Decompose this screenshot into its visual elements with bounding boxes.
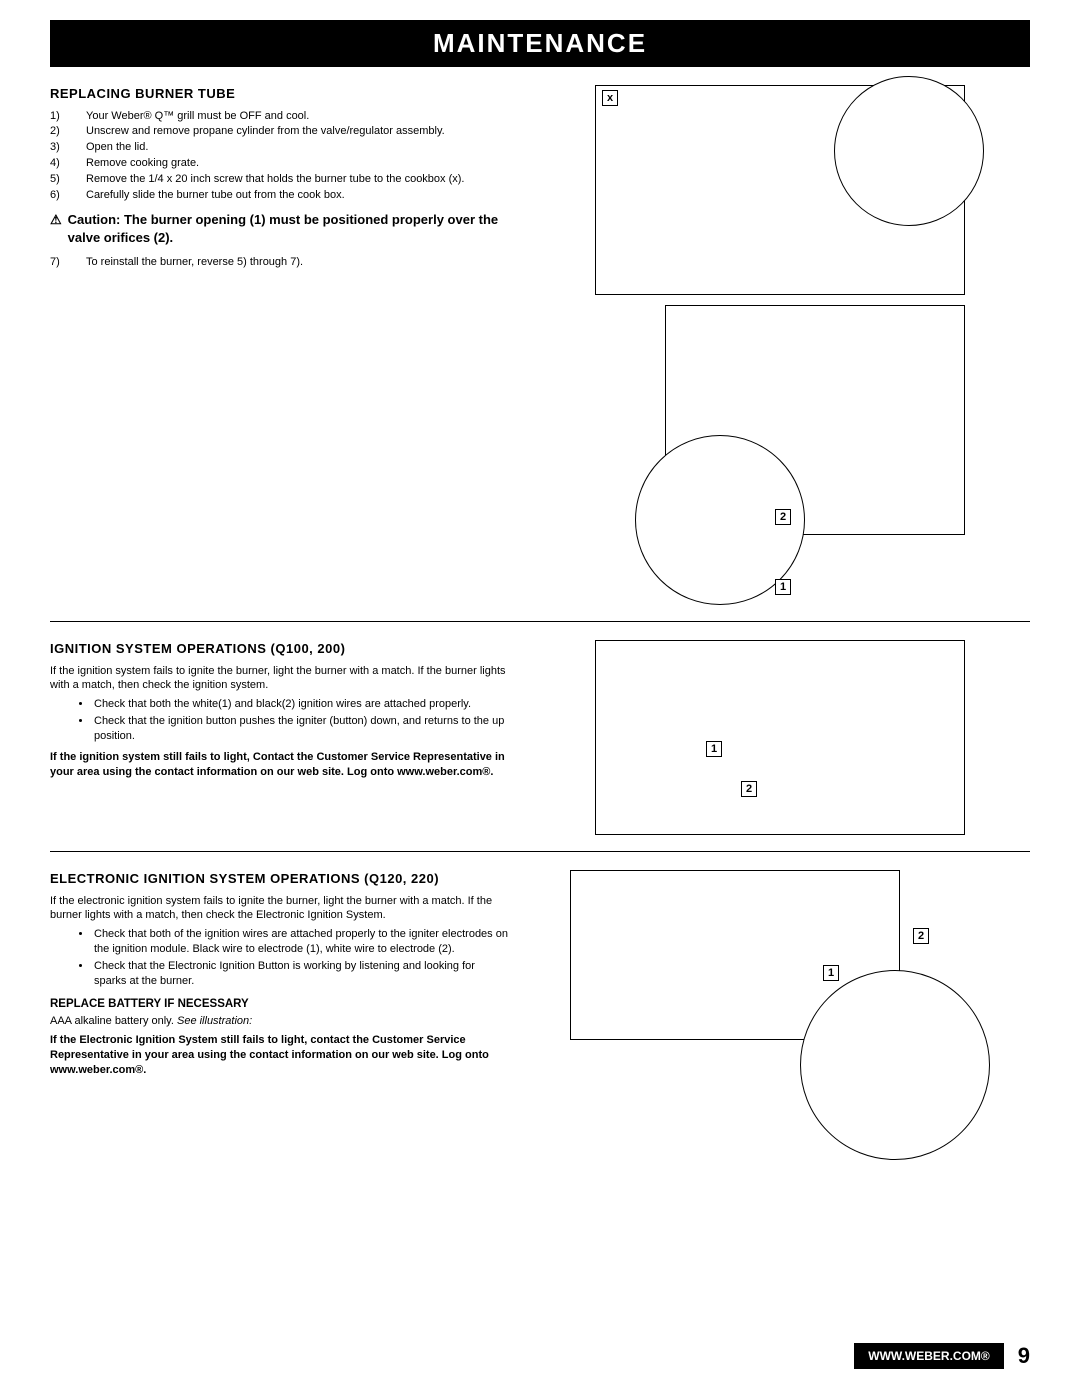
figure-column: 1 2: [530, 870, 1030, 1160]
step-text: Carefully slide the burner tube out from…: [86, 188, 345, 203]
detail-circle-battery: [800, 970, 990, 1160]
step-num: 3): [50, 140, 64, 155]
contact-note: If the Electronic Ignition System still …: [50, 1033, 510, 1078]
callout-x: x: [602, 90, 618, 106]
callout-1: 1: [823, 965, 839, 981]
step-text: Remove cooking grate.: [86, 156, 199, 171]
callout-2: 2: [741, 781, 757, 797]
footer-url: WWW.WEBER.COM®: [854, 1343, 1004, 1369]
section-electronic-ignition: ELECTRONIC IGNITION SYSTEM OPERATIONS (Q…: [50, 870, 1030, 1160]
intro-text: If the electronic ignition system fails …: [50, 894, 510, 924]
section-replacing-burner-tube: REPLACING BURNER TUBE 1) Your Weber® Q™ g…: [50, 85, 1030, 605]
page-number: 9: [1018, 1343, 1030, 1369]
section-title: ELECTRONIC IGNITION SYSTEM OPERATIONS (Q…: [50, 870, 510, 888]
figure-column: x 2 1: [530, 85, 1030, 605]
bullet-item: Check that the ignition button pushes th…: [92, 714, 510, 744]
text-column: REPLACING BURNER TUBE 1) Your Weber® Q™ g…: [50, 85, 510, 605]
intro-text: If the ignition system fails to ignite t…: [50, 664, 510, 694]
section-title: REPLACING BURNER TUBE: [50, 85, 510, 103]
figure-electronic-ignition: 1 2: [570, 870, 990, 1160]
step-num: 4): [50, 156, 64, 171]
callout-2: 2: [913, 928, 929, 944]
step-text: Unscrew and remove propane cylinder from…: [86, 124, 445, 139]
callout-1: 1: [775, 579, 791, 595]
bullet-item: Check that the Electronic Ignition Butto…: [92, 959, 510, 989]
page-footer: WWW.WEBER.COM® 9: [50, 1343, 1030, 1369]
caution-note: ⚠ Caution: The burner opening (1) must b…: [50, 211, 510, 247]
section-title: IGNITION SYSTEM OPERATIONS (Q100, 200): [50, 640, 510, 658]
bullet-item: Check that both the white(1) and black(2…: [92, 697, 510, 712]
step-text: To reinstall the burner, reverse 5) thro…: [86, 255, 303, 270]
step-text: Remove the 1/4 x 20 inch screw that hold…: [86, 172, 465, 187]
figure-column: 1 2: [530, 640, 1030, 835]
battery-text: AAA alkaline battery only.: [50, 1015, 177, 1027]
callout-1: 1: [706, 741, 722, 757]
text-column: IGNITION SYSTEM OPERATIONS (Q100, 200) I…: [50, 640, 510, 835]
step-num: 7): [50, 255, 64, 270]
text-column: ELECTRONIC IGNITION SYSTEM OPERATIONS (Q…: [50, 870, 510, 1160]
step-text: Your Weber® Q™ grill must be OFF and coo…: [86, 109, 309, 124]
steps-list-a: 1) Your Weber® Q™ grill must be OFF and c…: [50, 109, 510, 203]
detail-circle-screw: [834, 76, 984, 226]
sub-heading: REPLACE BATTERY IF NECESSARY: [50, 997, 510, 1013]
section-ignition-system: IGNITION SYSTEM OPERATIONS (Q100, 200) I…: [50, 640, 1030, 835]
step-num: 1): [50, 109, 64, 124]
figure-burner-tube-removal: 2 1: [595, 305, 965, 605]
step-num: 5): [50, 172, 64, 187]
section-divider: [50, 851, 1030, 852]
battery-line: AAA alkaline battery only. See illustrat…: [50, 1014, 510, 1029]
battery-italic: See illustration:: [177, 1015, 252, 1027]
figure-screw-removal: x: [595, 85, 965, 295]
step-num: 6): [50, 188, 64, 203]
step-text: Open the lid.: [86, 140, 148, 155]
bullet-item: Check that both of the ignition wires ar…: [92, 927, 510, 957]
illustration-placeholder: [596, 641, 964, 834]
figure-ignition-wires: 1 2: [595, 640, 965, 835]
caution-text: Caution: The burner opening (1) must be …: [68, 211, 510, 247]
callout-2: 2: [775, 509, 791, 525]
bullet-list: Check that both of the ignition wires ar…: [92, 927, 510, 988]
step-num: 2): [50, 124, 64, 139]
bullet-list: Check that both the white(1) and black(2…: [92, 697, 510, 744]
warning-icon: ⚠: [50, 211, 62, 247]
section-divider: [50, 621, 1030, 622]
steps-list-b: 7) To reinstall the burner, reverse 5) th…: [50, 255, 510, 270]
page-header: MAINTENANCE: [50, 20, 1030, 67]
contact-note: If the ignition system still fails to li…: [50, 750, 510, 780]
